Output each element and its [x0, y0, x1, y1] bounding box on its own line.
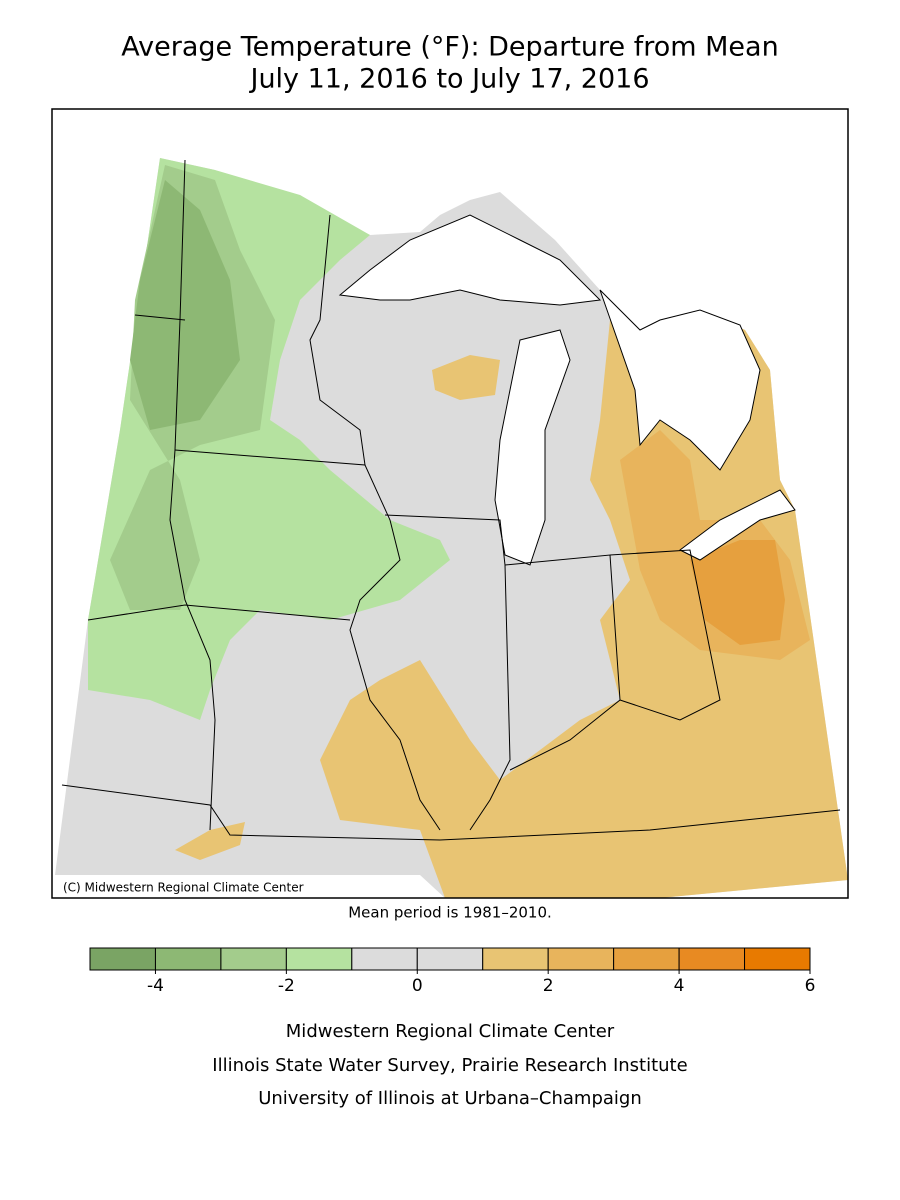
- state-line: [61, 784, 441, 841]
- state-line: [439, 809, 841, 841]
- legend-swatch: [482, 947, 549, 971]
- footer-line: Midwestern Regional Climate Center: [286, 1021, 615, 1042]
- lake: [494, 329, 571, 566]
- state-line: [384, 514, 511, 831]
- state-line: [169, 159, 216, 831]
- credit: (C) Midwestern Regional Climate Center: [63, 881, 304, 895]
- legend-swatch: [744, 947, 811, 971]
- legend-swatch: [285, 947, 353, 971]
- legend-tick-label: 0: [412, 976, 423, 996]
- note: Mean period is 1981–2010.: [348, 904, 552, 922]
- legend-swatch: [351, 947, 418, 971]
- state-line: [609, 549, 721, 721]
- state-line: [174, 449, 441, 831]
- region-coolest: [130, 180, 240, 430]
- footer-line: Illinois State Water Survey, Prairie Res…: [212, 1055, 687, 1076]
- legend-tick-label: 4: [674, 976, 685, 996]
- lake: [599, 289, 761, 471]
- lake: [679, 489, 796, 561]
- state-line: [134, 314, 186, 321]
- lake: [338, 214, 602, 306]
- title-line: Average Temperature (°F): Departure from…: [121, 32, 778, 63]
- footer-line: University of Illinois at Urbana–Champai…: [258, 1088, 642, 1109]
- state-line: [309, 214, 366, 466]
- state-line: [87, 604, 351, 621]
- legend-swatch: [416, 947, 484, 971]
- region-warm-patch: [432, 355, 500, 400]
- title-line: July 11, 2016 to July 17, 2016: [248, 64, 649, 95]
- legend-swatch: [613, 947, 680, 971]
- legend-tick-label: 6: [805, 976, 816, 996]
- legend-swatch: [89, 947, 156, 971]
- legend-tick-label: -2: [278, 976, 295, 996]
- legend-tick-label: -4: [147, 976, 164, 996]
- legend-swatch: [220, 947, 287, 971]
- legend-swatch: [154, 947, 222, 971]
- legend: -4 -2 0 2 4 6: [89, 947, 816, 996]
- legend-tick-label: 2: [543, 976, 554, 996]
- map: (C) Midwestern Regional Climate Center: [51, 108, 849, 899]
- region-warmest: [690, 540, 785, 645]
- credit-box: [58, 879, 338, 897]
- map-frame: [51, 108, 849, 899]
- legend-swatch: [547, 947, 615, 971]
- legend-swatch: [678, 947, 746, 971]
